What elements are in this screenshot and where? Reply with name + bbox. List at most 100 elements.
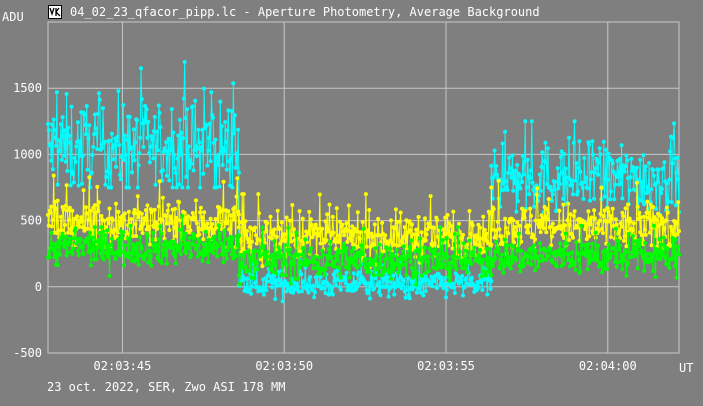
data-point — [178, 252, 183, 256]
data-point — [562, 261, 567, 266]
data-point — [367, 270, 372, 275]
data-point — [52, 128, 57, 133]
data-point — [273, 297, 278, 301]
data-point — [232, 248, 237, 253]
data-point — [49, 230, 54, 235]
data-point — [127, 237, 132, 242]
data-point — [160, 195, 165, 200]
data-point — [137, 151, 142, 156]
data-point — [111, 230, 116, 235]
data-point — [651, 173, 656, 178]
data-point — [480, 236, 485, 241]
data-point — [664, 218, 669, 223]
data-point — [499, 257, 503, 262]
data-point — [415, 232, 420, 237]
data-point — [645, 199, 650, 204]
data-point — [256, 192, 261, 197]
data-point — [400, 262, 405, 267]
data-point — [619, 143, 624, 148]
data-point — [545, 146, 550, 151]
data-point — [224, 252, 228, 257]
data-point — [378, 265, 383, 270]
data-point — [668, 149, 673, 154]
data-point — [334, 206, 339, 211]
data-point — [592, 216, 597, 221]
data-point — [176, 133, 181, 138]
data-point — [529, 262, 533, 267]
data-point — [148, 144, 153, 149]
data-point — [243, 219, 248, 224]
data-point — [647, 161, 652, 165]
data-point — [423, 271, 428, 275]
data-point — [120, 213, 125, 218]
data-point — [564, 241, 569, 246]
data-point — [164, 221, 169, 226]
data-point — [290, 262, 295, 267]
data-point — [421, 293, 426, 298]
data-point — [99, 225, 104, 230]
data-point — [196, 225, 201, 230]
data-point — [63, 223, 67, 227]
data-point — [538, 230, 543, 235]
data-point — [317, 255, 321, 260]
data-point — [156, 237, 161, 242]
data-point — [507, 220, 512, 225]
data-point — [122, 133, 127, 138]
data-point — [358, 230, 363, 235]
data-point — [241, 192, 246, 197]
data-point — [117, 143, 122, 147]
data-point — [86, 217, 91, 222]
data-point — [601, 231, 605, 235]
data-point — [630, 250, 635, 255]
data-point — [140, 231, 145, 235]
data-point — [217, 236, 222, 241]
data-point — [516, 199, 520, 204]
data-point — [291, 227, 296, 232]
data-point — [191, 168, 196, 173]
data-point — [232, 113, 237, 118]
data-point — [52, 255, 57, 259]
data-point — [200, 215, 205, 220]
data-point — [414, 270, 419, 275]
data-point — [425, 254, 430, 259]
data-point — [667, 265, 672, 270]
data-point — [177, 200, 182, 205]
data-point — [677, 229, 681, 234]
data-point — [307, 209, 312, 214]
data-point — [511, 218, 516, 223]
data-point — [445, 254, 450, 259]
data-point — [659, 242, 664, 247]
data-point — [136, 163, 141, 168]
data-point — [249, 258, 254, 263]
data-point — [143, 104, 148, 108]
data-point — [294, 281, 299, 286]
data-point — [451, 209, 456, 214]
data-point — [56, 228, 61, 233]
light-curve-app-icon[interactable] — [48, 5, 62, 19]
data-point — [70, 208, 75, 213]
data-point — [207, 237, 211, 242]
data-point — [249, 239, 254, 244]
data-point — [201, 237, 206, 242]
data-point — [642, 214, 647, 219]
data-point — [538, 248, 543, 252]
data-point — [64, 92, 69, 96]
data-point — [368, 244, 373, 249]
data-point — [314, 280, 319, 285]
data-point — [529, 213, 533, 218]
data-point — [351, 258, 355, 262]
data-point — [351, 271, 356, 276]
data-point — [464, 276, 469, 281]
data-point — [535, 255, 540, 260]
data-point — [228, 156, 233, 161]
data-point — [592, 196, 597, 201]
y-tick-label: 500 — [20, 214, 42, 228]
data-point — [605, 267, 609, 272]
data-point — [119, 223, 124, 228]
data-point — [77, 139, 82, 144]
data-point — [541, 257, 546, 262]
data-point — [507, 166, 512, 171]
data-point — [203, 229, 208, 234]
data-point — [221, 179, 226, 184]
data-point — [131, 211, 136, 215]
